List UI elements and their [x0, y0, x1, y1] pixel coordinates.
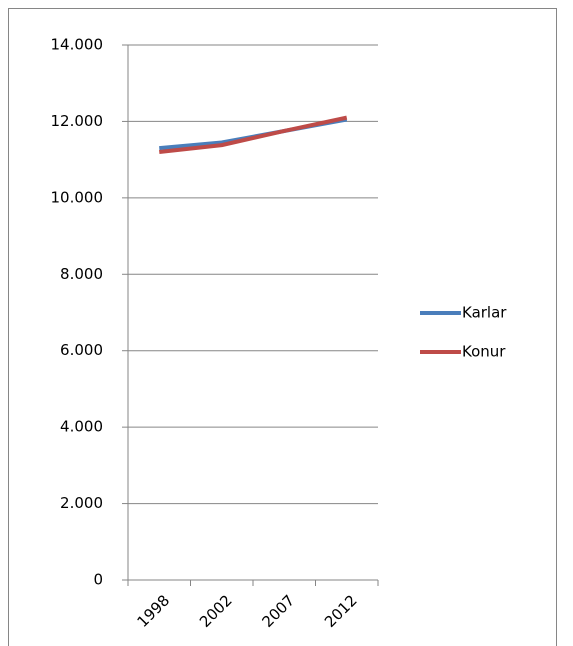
- x-tick-label: 2012: [321, 591, 361, 631]
- y-tick-label: 12.000: [51, 112, 104, 130]
- legend-label: Konur: [462, 343, 506, 361]
- y-tick-label: 0: [93, 571, 103, 589]
- x-tick-label: 2002: [196, 591, 236, 631]
- y-tick-label: 2.000: [60, 494, 103, 512]
- y-tick-label: 4.000: [60, 418, 103, 436]
- x-tick-label: 2007: [259, 591, 299, 631]
- y-tick-label: 14.000: [51, 36, 104, 54]
- y-tick-label: 10.000: [51, 188, 104, 206]
- y-tick-label: 8.000: [60, 265, 103, 283]
- y-tick-label: 6.000: [60, 341, 103, 359]
- x-tick-label: 1998: [134, 591, 174, 631]
- series-line: [159, 115, 348, 154]
- legend-label: Karlar: [462, 304, 507, 322]
- chart-border: [8, 8, 557, 646]
